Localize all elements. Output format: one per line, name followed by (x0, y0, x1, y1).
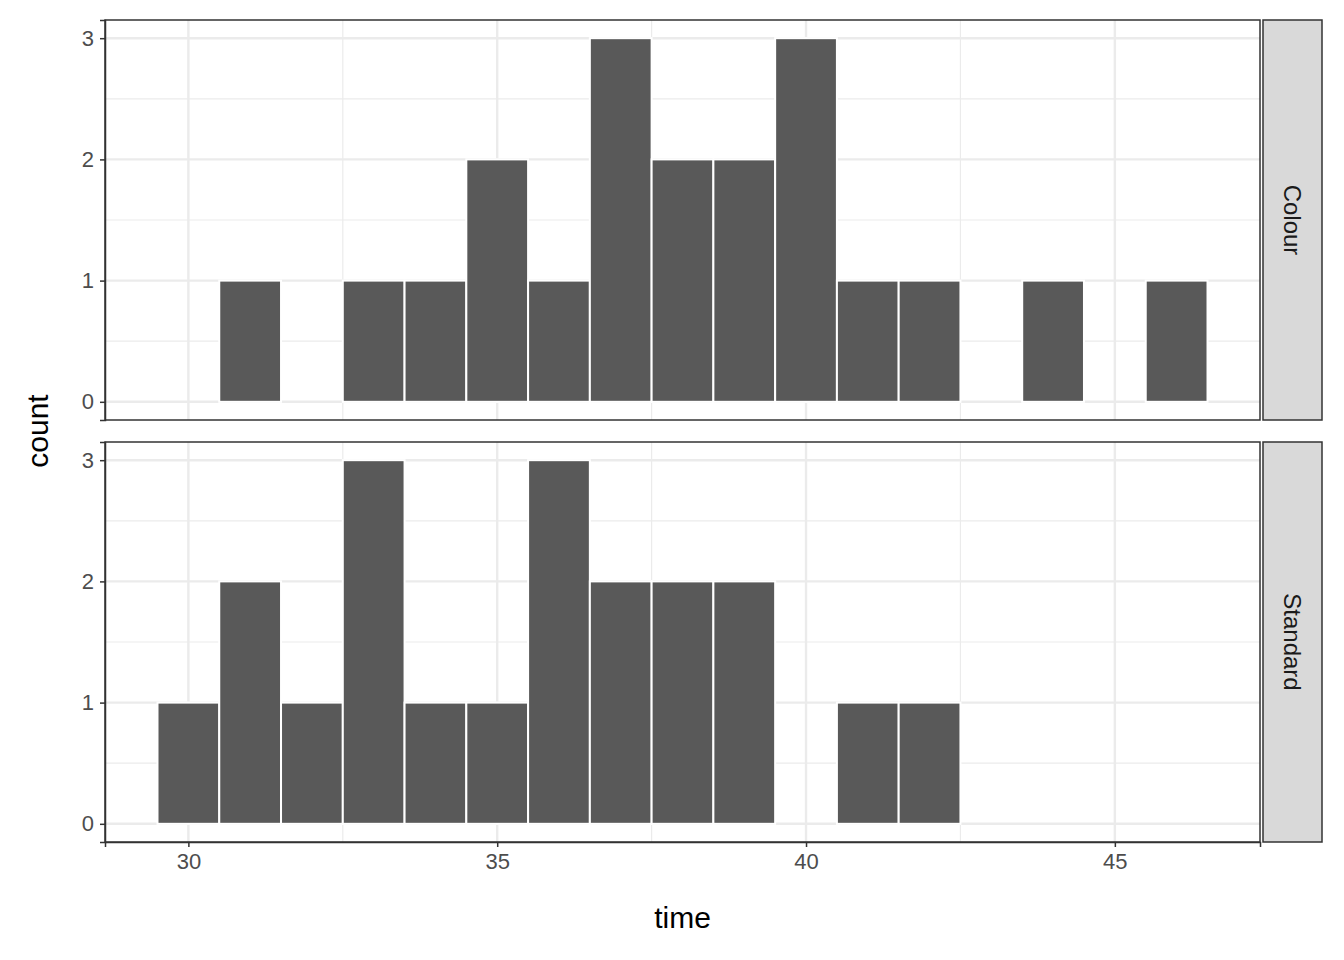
bar (775, 823, 837, 825)
grid-line (105, 37, 1260, 39)
bar (960, 823, 1022, 825)
tick: 0 (82, 389, 105, 414)
bar (590, 581, 652, 823)
tick-label: 40 (794, 849, 818, 874)
bar (343, 281, 405, 402)
bar (652, 159, 714, 401)
bars (219, 38, 1207, 402)
bar (652, 581, 714, 823)
grid-line (1114, 442, 1116, 842)
tick-label: 0 (82, 811, 94, 836)
tick: 3 (82, 26, 105, 51)
bar (1146, 281, 1208, 402)
tick-label: 2 (82, 147, 94, 172)
bar (281, 401, 343, 403)
bar (1022, 823, 1084, 825)
panel-background (105, 20, 1260, 420)
bar (713, 581, 775, 823)
bars (158, 460, 961, 824)
y-axis-title: count (21, 394, 54, 468)
bar (466, 703, 528, 824)
grid-line (1114, 20, 1116, 420)
bar (1084, 401, 1146, 403)
bar (775, 38, 837, 402)
bar (837, 703, 899, 824)
panel-border (105, 442, 1260, 842)
bar (713, 159, 775, 401)
panel-background (105, 442, 1260, 842)
y-axis: 0 1 2 3 (82, 443, 106, 843)
bar (1084, 823, 1146, 825)
bar (1022, 281, 1084, 402)
chart: 0 1 2 3 Colour 0 1 2 3 30 35 40 45 Standard time count (0, 0, 1344, 960)
grid-line (805, 442, 807, 842)
x-axis-title: time (654, 901, 711, 934)
tick: 0 (82, 811, 105, 836)
bar (528, 460, 590, 824)
bar (590, 38, 652, 402)
tick-label: 1 (82, 268, 94, 293)
strip-label: Standard (1279, 593, 1306, 690)
grid-line (187, 20, 189, 420)
tick: 3 (82, 448, 105, 473)
bar (158, 401, 220, 403)
tick: 45 (1103, 842, 1127, 874)
tick-label: 30 (177, 849, 201, 874)
bar (528, 281, 590, 402)
bar (405, 703, 467, 824)
bar (960, 401, 1022, 403)
tick-label: 3 (82, 448, 94, 473)
bar (899, 703, 961, 824)
bar (837, 281, 899, 402)
grid (105, 442, 1260, 842)
tick-label: 3 (82, 26, 94, 51)
tick: 40 (794, 842, 818, 874)
bar (405, 281, 467, 402)
grid-line (105, 459, 1260, 461)
bar (158, 703, 220, 824)
tick-label: 35 (485, 849, 509, 874)
y-axis: 0 1 2 3 (82, 21, 106, 421)
minor-grid-line (105, 98, 1260, 99)
bar (281, 703, 343, 824)
tick: 1 (82, 690, 105, 715)
tick-label: 0 (82, 389, 94, 414)
strip-label: Colour (1279, 185, 1306, 256)
x-axis: 30 35 40 45 (106, 842, 1261, 874)
minor-grid-line (105, 520, 1260, 521)
bar (219, 581, 281, 823)
panel-border (105, 20, 1260, 420)
tick: 2 (82, 147, 105, 172)
tick: 35 (485, 842, 509, 874)
tick: 2 (82, 569, 105, 594)
bar (466, 159, 528, 401)
strip (1263, 442, 1322, 842)
bar (1146, 823, 1208, 825)
bar (899, 281, 961, 402)
bar (343, 460, 405, 824)
strip (1263, 20, 1322, 420)
tick: 30 (177, 842, 201, 874)
tick-label: 45 (1103, 849, 1127, 874)
axis-line (106, 843, 1261, 848)
panel: 0 1 2 3 Colour (82, 20, 1322, 421)
tick-label: 2 (82, 569, 94, 594)
grid (105, 20, 1260, 420)
bar (219, 281, 281, 402)
tick-label: 1 (82, 690, 94, 715)
panel: 0 1 2 3 30 35 40 45 Standard (82, 442, 1322, 874)
tick: 1 (82, 268, 105, 293)
